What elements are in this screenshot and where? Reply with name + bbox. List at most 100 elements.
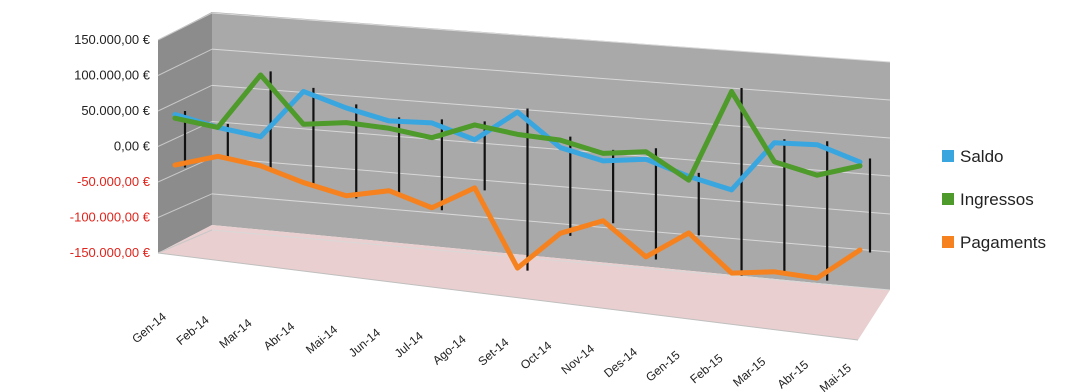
gridline-side <box>157 193 213 218</box>
gridline <box>211 12 891 63</box>
data-point <box>515 265 520 271</box>
data-point <box>344 120 349 125</box>
gridline-side <box>157 229 213 254</box>
data-point <box>643 157 649 162</box>
x-tick-label: Gen-14 <box>129 309 169 346</box>
data-point <box>814 173 820 178</box>
data-point <box>600 158 606 164</box>
data-point <box>686 230 691 236</box>
data-point <box>814 275 820 281</box>
gridline <box>211 157 891 215</box>
x-tick-label: Gen-15 <box>643 348 683 385</box>
y-tick-label: 150.000,00 € <box>74 32 151 47</box>
x-tick-label: Oct-14 <box>518 338 555 372</box>
legend-label: Ingressos <box>960 190 1034 209</box>
legend-label: Saldo <box>960 147 1003 166</box>
data-point <box>558 137 563 143</box>
data-point <box>686 177 691 183</box>
data-point <box>729 89 734 94</box>
x-tick-label: Mai-14 <box>303 322 340 357</box>
data-point <box>172 162 178 168</box>
legend-label: Pagaments <box>960 233 1046 252</box>
gridline-side <box>157 84 213 112</box>
data-point <box>429 205 435 210</box>
y-tick-label: 100.000,00 € <box>74 68 151 83</box>
gridline <box>211 48 891 101</box>
data-point <box>386 118 392 124</box>
floor <box>158 225 890 340</box>
y-tick-label: -150.000,00 € <box>70 245 151 260</box>
data-point <box>258 72 263 78</box>
data-point <box>172 115 178 121</box>
gridline <box>211 193 891 253</box>
data-point <box>472 122 477 128</box>
x-tick-label: Des-14 <box>601 345 640 381</box>
x-axis-line <box>157 252 859 341</box>
data-point <box>472 137 477 142</box>
legend-swatch <box>942 193 954 205</box>
gridline-side <box>157 48 213 76</box>
data-point <box>772 159 777 164</box>
gridline <box>211 84 891 139</box>
data-point <box>258 134 263 139</box>
gridline <box>211 229 891 291</box>
data-point <box>386 126 392 131</box>
gridline <box>211 121 891 177</box>
x-tick-label: Mai-15 <box>817 361 854 392</box>
legend: Saldo Ingressos Pagaments <box>942 147 1046 252</box>
data-point <box>429 120 435 126</box>
data-point <box>558 231 563 236</box>
y-tick-label: 0,00 € <box>114 139 151 154</box>
data-point <box>814 142 820 147</box>
data-point <box>729 187 734 193</box>
legend-swatch <box>942 236 954 248</box>
data-point <box>857 159 863 165</box>
x-tick-label: Set-14 <box>475 335 511 369</box>
data-point <box>729 270 734 276</box>
data-point <box>558 145 563 150</box>
y-tick-label: -100.000,00 € <box>70 210 151 225</box>
data-point <box>772 140 777 145</box>
data-point <box>600 151 606 156</box>
data-point <box>472 185 477 191</box>
x-tick-label: Feb-15 <box>687 351 725 386</box>
data-point <box>386 188 392 193</box>
chart-walls <box>157 12 890 341</box>
x-tick-label: Ago-14 <box>430 332 469 368</box>
series-lines <box>172 72 863 281</box>
data-point <box>172 112 178 117</box>
x-tick-label: Nov-14 <box>558 341 597 377</box>
x-tick-label: Jun-14 <box>346 325 383 360</box>
data-point <box>515 132 520 137</box>
x-tick-label: Abr-14 <box>261 319 298 353</box>
data-point <box>600 218 606 223</box>
x-tick-label: Mar-15 <box>730 354 768 389</box>
back-wall <box>212 12 890 290</box>
x-tick-label: Jul-14 <box>392 329 426 361</box>
data-point <box>215 154 221 159</box>
y-tick-label: 50.000,00 € <box>81 103 150 118</box>
data-point <box>772 269 777 275</box>
gridlines <box>157 12 891 291</box>
data-point <box>515 109 520 115</box>
x-tick-label: Mar-14 <box>216 316 254 351</box>
data-point <box>344 193 349 198</box>
data-point <box>301 180 306 185</box>
data-point <box>301 122 306 127</box>
data-point <box>857 247 863 253</box>
data-point <box>429 135 435 140</box>
data-point <box>301 89 306 94</box>
data-point <box>643 254 649 260</box>
legend-swatch <box>942 150 954 162</box>
y-axis-ticks: 150.000,00 € 100.000,00 € 50.000,00 € 0,00 … <box>70 32 151 260</box>
data-point <box>258 163 263 168</box>
data-point <box>344 105 349 111</box>
gridline-side <box>157 12 213 41</box>
data-point <box>215 125 221 130</box>
y-tick-label: -50.000,00 € <box>77 174 151 189</box>
data-point <box>857 163 863 169</box>
x-tick-label: Abr-15 <box>775 357 812 391</box>
data-point <box>643 149 649 154</box>
x-tick-label: Feb-14 <box>174 313 212 348</box>
